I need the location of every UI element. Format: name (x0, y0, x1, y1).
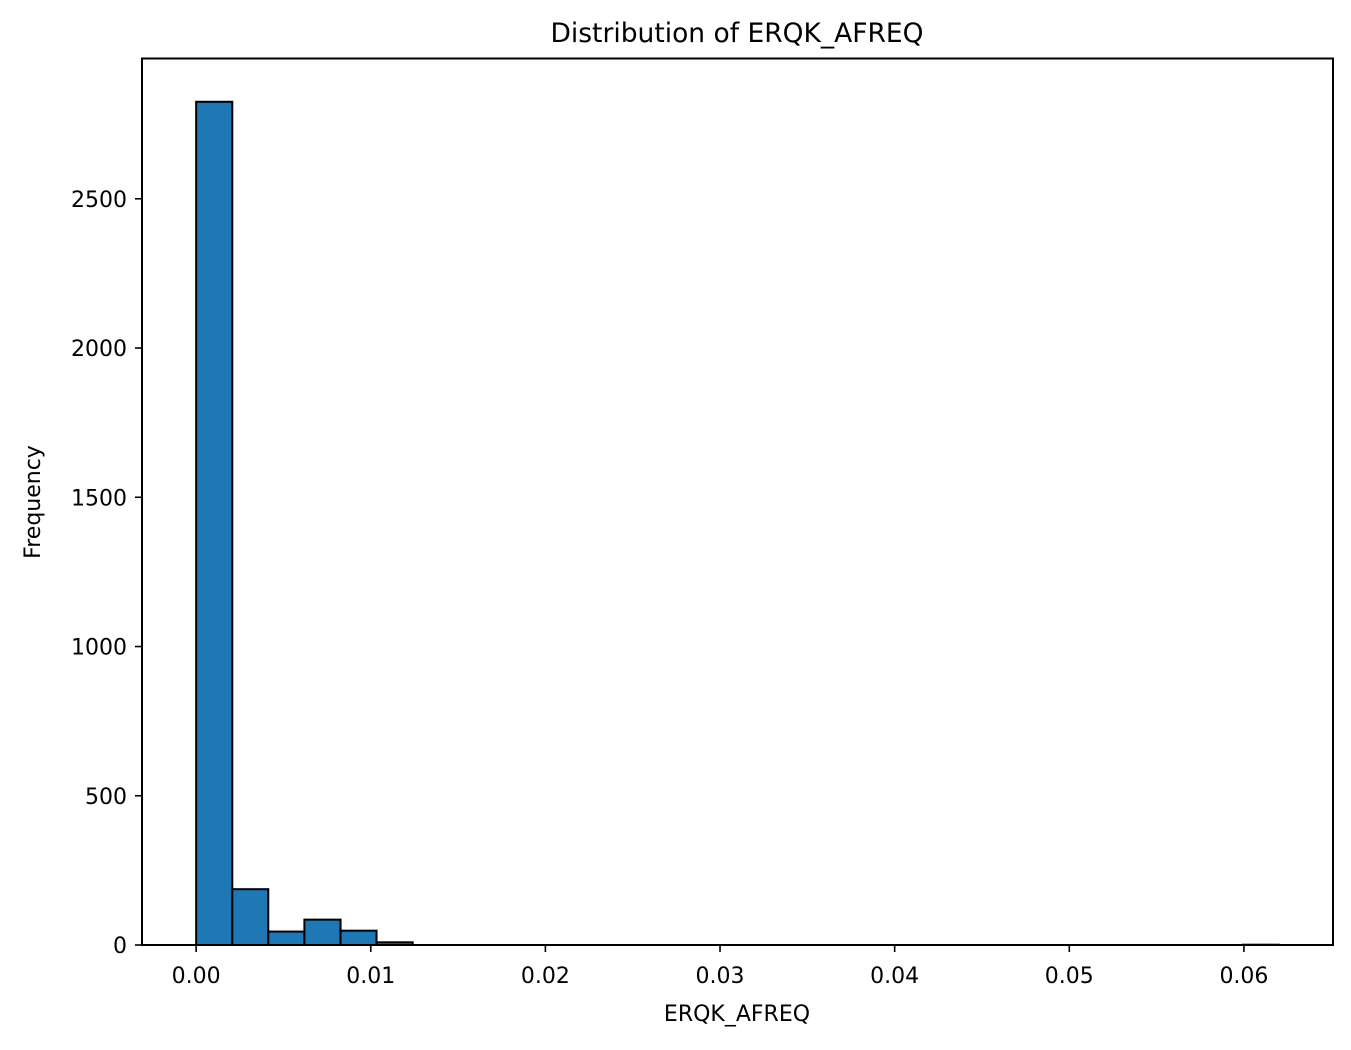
y-axis-ticks: 0 500 1000 1500 2000 2500 (71, 188, 142, 959)
y-tick-label: 500 (85, 785, 127, 810)
chart-title: Distribution of ERQK_AFREQ (550, 18, 923, 49)
x-tick-label: 0.00 (172, 964, 221, 989)
x-tick-label: 0.06 (1219, 964, 1268, 989)
histogram-bar (268, 932, 304, 945)
y-tick-label: 2000 (71, 337, 127, 362)
bars-layer (196, 102, 1279, 945)
y-tick-label: 1500 (71, 486, 127, 511)
histogram-bar (341, 931, 377, 945)
y-tick-label: 1000 (71, 636, 127, 661)
x-tick-label: 0.02 (521, 964, 570, 989)
histogram-bar (232, 889, 268, 945)
y-tick-label: 0 (113, 934, 127, 959)
y-tick-label: 2500 (71, 188, 127, 213)
plot-frame (142, 59, 1333, 946)
histogram-bar (304, 920, 340, 945)
x-axis-label: ERQK_AFREQ (664, 1002, 810, 1027)
x-tick-label: 0.05 (1045, 964, 1094, 989)
x-tick-label: 0.01 (346, 964, 395, 989)
histogram-bar (196, 102, 232, 945)
x-tick-label: 0.04 (870, 964, 919, 989)
y-axis-label: Frequency (21, 445, 46, 559)
x-axis-ticks: 0.00 0.01 0.02 0.03 0.04 0.05 0.06 (172, 945, 1269, 989)
x-tick-label: 0.03 (696, 964, 745, 989)
